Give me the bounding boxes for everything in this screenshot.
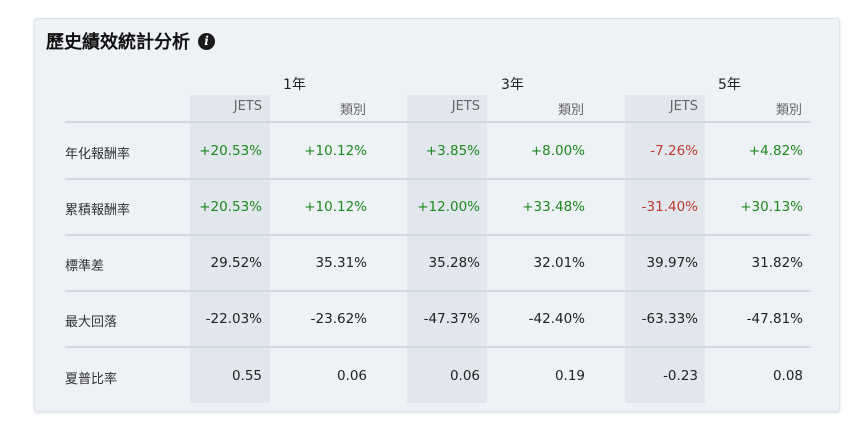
- value-cell: -47.81%: [746, 311, 803, 327]
- column-header-jets-5y: JETS: [669, 99, 698, 114]
- value-cell: 0.19: [554, 368, 585, 384]
- value-cell: 35.28%: [428, 255, 480, 271]
- jets-column-shade-1y: [190, 95, 270, 403]
- info-icon[interactable]: i: [198, 32, 215, 50]
- performance-stats-card: 歷史績效統計分析 i 1年 3年 5年 JETS 類別 JETS 類別 JETS…: [34, 18, 840, 412]
- column-header-jets-1y: JETS: [233, 99, 262, 114]
- value-cell: -63.33%: [641, 311, 698, 327]
- column-header-jets-3y: JETS: [451, 99, 480, 114]
- row-label: 夏普比率: [65, 372, 118, 387]
- value-cell: 0.06: [336, 368, 367, 384]
- card-title: 歷史績效統計分析: [46, 32, 190, 53]
- column-header-category-3y: 類別: [557, 103, 584, 118]
- row-label: 標準差: [65, 259, 105, 274]
- value-cell: -42.40%: [528, 311, 585, 327]
- jets-column-shade-3y: [407, 95, 487, 403]
- value-cell: +30.13%: [740, 199, 803, 215]
- jets-column-shade-5y: [625, 95, 705, 403]
- row-label: 累積報酬率: [65, 203, 131, 218]
- row-label: 年化報酬率: [65, 147, 131, 162]
- row-divider: [65, 290, 811, 292]
- row-divider: [65, 234, 811, 236]
- value-cell: +4.82%: [748, 143, 803, 159]
- value-cell: -0.23: [663, 368, 698, 384]
- value-cell: 0.06: [449, 368, 480, 384]
- column-header-category-5y: 類別: [775, 103, 802, 118]
- value-cell: +10.12%: [304, 199, 367, 215]
- value-cell: 39.97%: [646, 255, 698, 271]
- header-divider: [65, 121, 811, 123]
- value-cell: +20.53%: [199, 143, 262, 159]
- value-cell: +10.12%: [304, 143, 367, 159]
- period-header-5y: 5年: [718, 77, 741, 93]
- value-cell: 0.08: [772, 368, 803, 384]
- value-cell: 31.82%: [751, 255, 803, 271]
- value-cell: 32.01%: [533, 255, 585, 271]
- value-cell: 29.52%: [210, 255, 262, 271]
- value-cell: -31.40%: [641, 199, 698, 215]
- value-cell: -47.37%: [423, 311, 480, 327]
- value-cell: -7.26%: [650, 143, 698, 159]
- row-label: 最大回落: [65, 315, 118, 330]
- value-cell: -22.03%: [205, 311, 262, 327]
- value-cell: -23.62%: [310, 311, 367, 327]
- period-header-3y: 3年: [501, 77, 524, 93]
- value-cell: 35.31%: [315, 255, 367, 271]
- row-divider: [65, 178, 811, 180]
- value-cell: +33.48%: [522, 199, 585, 215]
- row-divider: [65, 346, 811, 348]
- value-cell: +12.00%: [417, 199, 480, 215]
- value-cell: +8.00%: [530, 143, 585, 159]
- column-header-category-1y: 類別: [339, 103, 366, 118]
- card-header: 歷史績效統計分析 i: [46, 28, 215, 54]
- value-cell: 0.55: [231, 368, 262, 384]
- value-cell: +20.53%: [199, 199, 262, 215]
- value-cell: +3.85%: [425, 143, 480, 159]
- period-header-1y: 1年: [283, 77, 306, 93]
